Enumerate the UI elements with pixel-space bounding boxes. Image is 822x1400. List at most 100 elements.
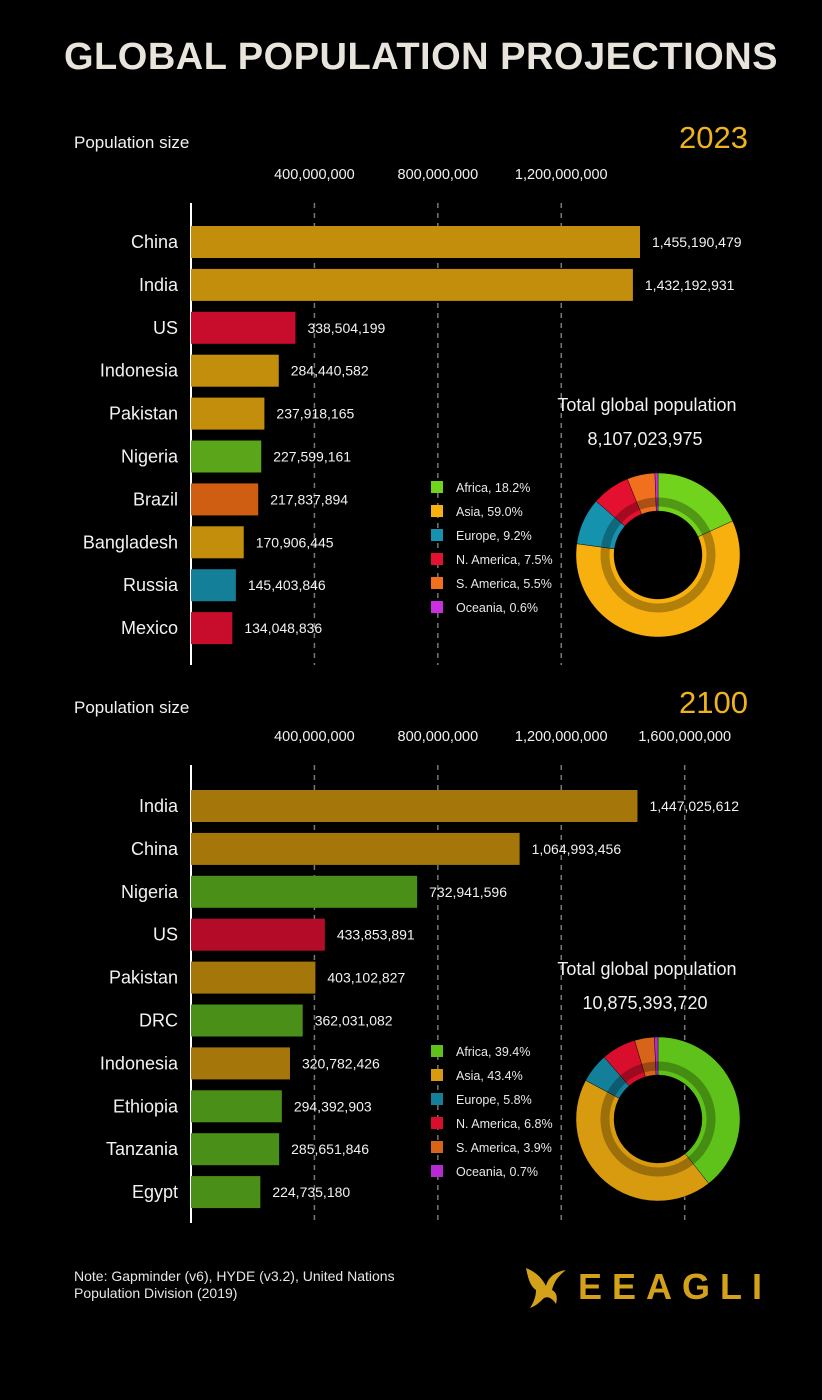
total-population-label: Total global population bbox=[557, 959, 736, 979]
value-label: 285,651,846 bbox=[291, 1141, 369, 1157]
legend-swatch bbox=[431, 481, 443, 493]
value-label: 217,837,894 bbox=[270, 491, 348, 507]
donut-slice bbox=[654, 472, 659, 512]
bar bbox=[191, 832, 520, 865]
legend-label: S. America, 3.9% bbox=[456, 1141, 552, 1155]
donut-slice bbox=[575, 1080, 709, 1202]
donut-inner-shade bbox=[601, 517, 622, 549]
bar bbox=[191, 483, 259, 516]
value-label: 227,599,161 bbox=[273, 449, 351, 465]
legend-label: N. America, 7.5% bbox=[456, 553, 553, 567]
legend-swatch bbox=[431, 1165, 443, 1177]
page-title: GLOBAL POPULATION PROJECTIONS bbox=[64, 36, 779, 78]
bar bbox=[191, 526, 244, 559]
category-label: Bangladesh bbox=[83, 532, 178, 552]
chart-2100: Population size 2100 400,000,000 800,000,00… bbox=[74, 685, 748, 1223]
bar bbox=[191, 875, 418, 908]
legend-swatch bbox=[431, 1093, 443, 1105]
bar bbox=[191, 961, 316, 994]
bar bbox=[191, 354, 279, 387]
category-label: Tanzania bbox=[106, 1139, 179, 1159]
category-label: Nigeria bbox=[121, 447, 179, 467]
bar bbox=[191, 569, 236, 602]
donut-inner-shade bbox=[636, 497, 657, 511]
legend-label: Africa, 18.2% bbox=[456, 481, 530, 495]
legend-swatch bbox=[431, 1141, 443, 1153]
bar bbox=[191, 612, 233, 645]
axis-title: Population size bbox=[74, 133, 189, 152]
value-label: 134,048,836 bbox=[244, 620, 322, 636]
legend-label: S. America, 5.5% bbox=[456, 577, 552, 591]
category-label: India bbox=[139, 796, 179, 816]
legend-label: Europe, 9.2% bbox=[456, 529, 532, 543]
total-population-label: Total global population bbox=[557, 395, 736, 415]
bar bbox=[191, 268, 633, 301]
category-label: Egypt bbox=[132, 1182, 178, 1202]
year-label: 2023 bbox=[679, 120, 748, 155]
tick-label: 800,000,000 bbox=[398, 729, 479, 745]
category-label: Pakistan bbox=[109, 404, 178, 424]
legend-label: Oceania, 0.6% bbox=[456, 601, 538, 615]
legend-label: Oceania, 0.7% bbox=[456, 1165, 538, 1179]
value-label: 338,504,199 bbox=[307, 320, 385, 336]
bar bbox=[191, 397, 265, 430]
legend-label: Europe, 5.8% bbox=[456, 1093, 532, 1107]
legend-label: Asia, 43.4% bbox=[456, 1069, 523, 1083]
tick-label: 1,200,000,000 bbox=[515, 729, 608, 745]
total-population-value: 10,875,393,720 bbox=[582, 993, 707, 1013]
category-label: Mexico bbox=[121, 618, 178, 638]
category-label: DRC bbox=[139, 1011, 178, 1031]
chart-2023: Population size 2023 400,000,000 800,000,00… bbox=[74, 120, 748, 665]
donut-inner-shade bbox=[657, 497, 711, 536]
bar bbox=[191, 1004, 303, 1037]
tick-label: 1,600,000,000 bbox=[638, 729, 731, 745]
brand-name: EEAGLI bbox=[578, 1266, 773, 1307]
brand: EEAGLI bbox=[522, 1262, 762, 1310]
category-label: Brazil bbox=[133, 489, 178, 509]
value-label: 433,853,891 bbox=[337, 927, 415, 943]
legend-swatch bbox=[431, 577, 443, 589]
donut-slice bbox=[657, 1036, 741, 1184]
legend-swatch bbox=[431, 553, 443, 565]
legend-label: N. America, 6.8% bbox=[456, 1117, 553, 1131]
category-label: Russia bbox=[123, 575, 179, 595]
category-label: US bbox=[153, 925, 178, 945]
value-label: 1,455,190,479 bbox=[652, 234, 742, 250]
legend-swatch bbox=[431, 601, 443, 613]
donut-inner-shade bbox=[657, 1061, 716, 1165]
bar bbox=[191, 226, 640, 258]
eagle-icon bbox=[526, 1268, 566, 1308]
axis-title: Population size bbox=[74, 698, 189, 717]
bar bbox=[191, 311, 296, 344]
value-label: 170,906,445 bbox=[256, 534, 334, 550]
value-label: 1,064,993,456 bbox=[532, 841, 622, 857]
value-label: 320,782,426 bbox=[302, 1055, 380, 1071]
bar bbox=[191, 440, 262, 473]
bar bbox=[191, 790, 638, 822]
legend-swatch bbox=[431, 1117, 443, 1129]
category-label: China bbox=[131, 839, 179, 859]
legend-swatch bbox=[431, 1045, 443, 1057]
value-label: 1,432,192,931 bbox=[645, 277, 735, 293]
category-label: Indonesia bbox=[100, 361, 179, 381]
bar bbox=[191, 1133, 280, 1166]
bar bbox=[191, 1176, 261, 1209]
donut-inner-shade bbox=[614, 501, 641, 524]
category-label: Pakistan bbox=[109, 968, 178, 988]
donut-inner-shade bbox=[641, 1061, 656, 1073]
bar bbox=[191, 1047, 290, 1080]
tick-label: 800,000,000 bbox=[398, 167, 479, 183]
legend-label: Africa, 39.4% bbox=[456, 1045, 530, 1059]
year-label: 2100 bbox=[679, 685, 748, 720]
value-label: 237,918,165 bbox=[276, 406, 354, 422]
value-label: 732,941,596 bbox=[429, 884, 507, 900]
category-label: Indonesia bbox=[100, 1053, 179, 1073]
value-label: 224,735,180 bbox=[272, 1184, 350, 1200]
total-population-value: 8,107,023,975 bbox=[587, 429, 702, 449]
legend-swatch bbox=[431, 505, 443, 517]
donut-slice bbox=[575, 520, 741, 638]
value-label: 1,447,025,612 bbox=[649, 798, 739, 814]
donut-slice bbox=[654, 1036, 659, 1076]
category-label: Nigeria bbox=[121, 882, 179, 902]
legend-swatch bbox=[431, 529, 443, 541]
